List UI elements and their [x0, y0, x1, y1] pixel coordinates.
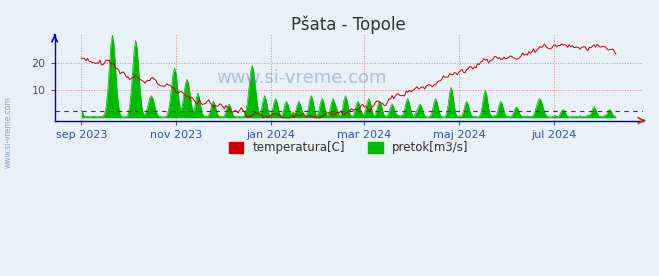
Text: www.si-vreme.com: www.si-vreme.com — [216, 69, 387, 87]
Text: www.si-vreme.com: www.si-vreme.com — [4, 97, 13, 168]
Title: Pšata - Topole: Pšata - Topole — [291, 15, 406, 33]
Legend: temperatura[C], pretok[m3/s]: temperatura[C], pretok[m3/s] — [224, 137, 473, 159]
